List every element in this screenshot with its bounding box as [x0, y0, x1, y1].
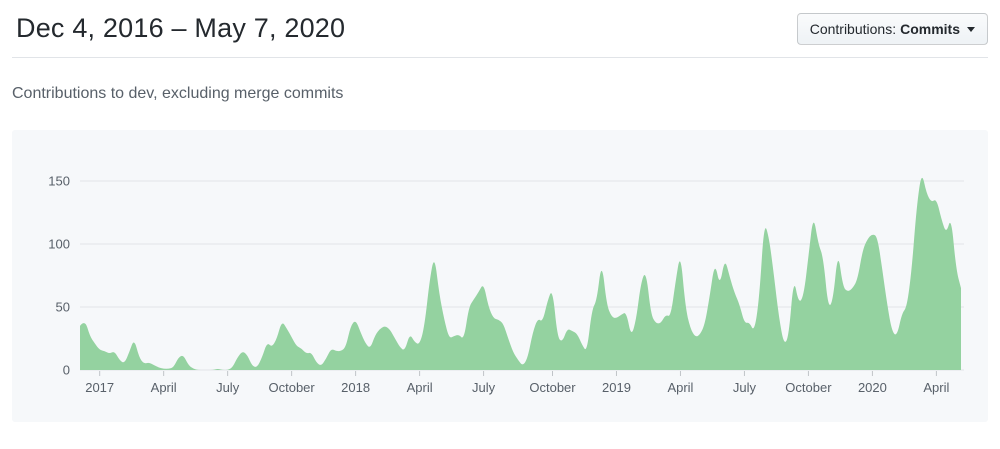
y-tick-label: 100	[48, 236, 70, 251]
y-tick-label: 150	[48, 173, 70, 188]
chart-canvas[interactable]: 0 50 100 150 2017 April July October 2018 April Ju…	[12, 130, 988, 422]
x-tick-label: April	[923, 380, 949, 395]
x-tick-label: October	[529, 380, 576, 395]
x-tick-label: 2019	[602, 380, 631, 395]
dropdown-caret-icon	[967, 26, 975, 32]
header: Dec 4, 2016 – May 7, 2020 Contributions:…	[12, 0, 988, 46]
contributions-dropdown-label: Contributions:	[809, 21, 897, 37]
y-tick-label: 0	[63, 362, 70, 377]
x-tick-label: April	[151, 380, 177, 395]
x-tick-label: October	[785, 380, 832, 395]
page: Dec 4, 2016 – May 7, 2020 Contributions:…	[12, 0, 988, 422]
x-tick-label: 2017	[85, 380, 114, 395]
x-tick-label: July	[472, 380, 496, 395]
x-tick-label: July	[733, 380, 757, 395]
x-tick-label: April	[407, 380, 433, 395]
header-divider	[12, 56, 988, 58]
y-tick-label: 50	[56, 299, 70, 314]
x-tick-label: October	[269, 380, 316, 395]
contributions-dropdown-value: Commits	[900, 21, 960, 37]
x-tick-label: 2018	[341, 380, 370, 395]
contributions-dropdown-button[interactable]: Contributions: Commits	[796, 13, 988, 45]
x-tick-label: 2020	[858, 380, 887, 395]
page-title: Dec 4, 2016 – May 7, 2020	[16, 13, 346, 43]
area-series	[80, 177, 961, 370]
x-tick-label: July	[216, 380, 240, 395]
x-tick-label: April	[667, 380, 693, 395]
chart-subtitle: Contributions to dev, excluding merge co…	[12, 84, 344, 102]
contributions-area-chart[interactable]: 0 50 100 150 2017 April July October 2018 April Ju…	[12, 129, 988, 422]
